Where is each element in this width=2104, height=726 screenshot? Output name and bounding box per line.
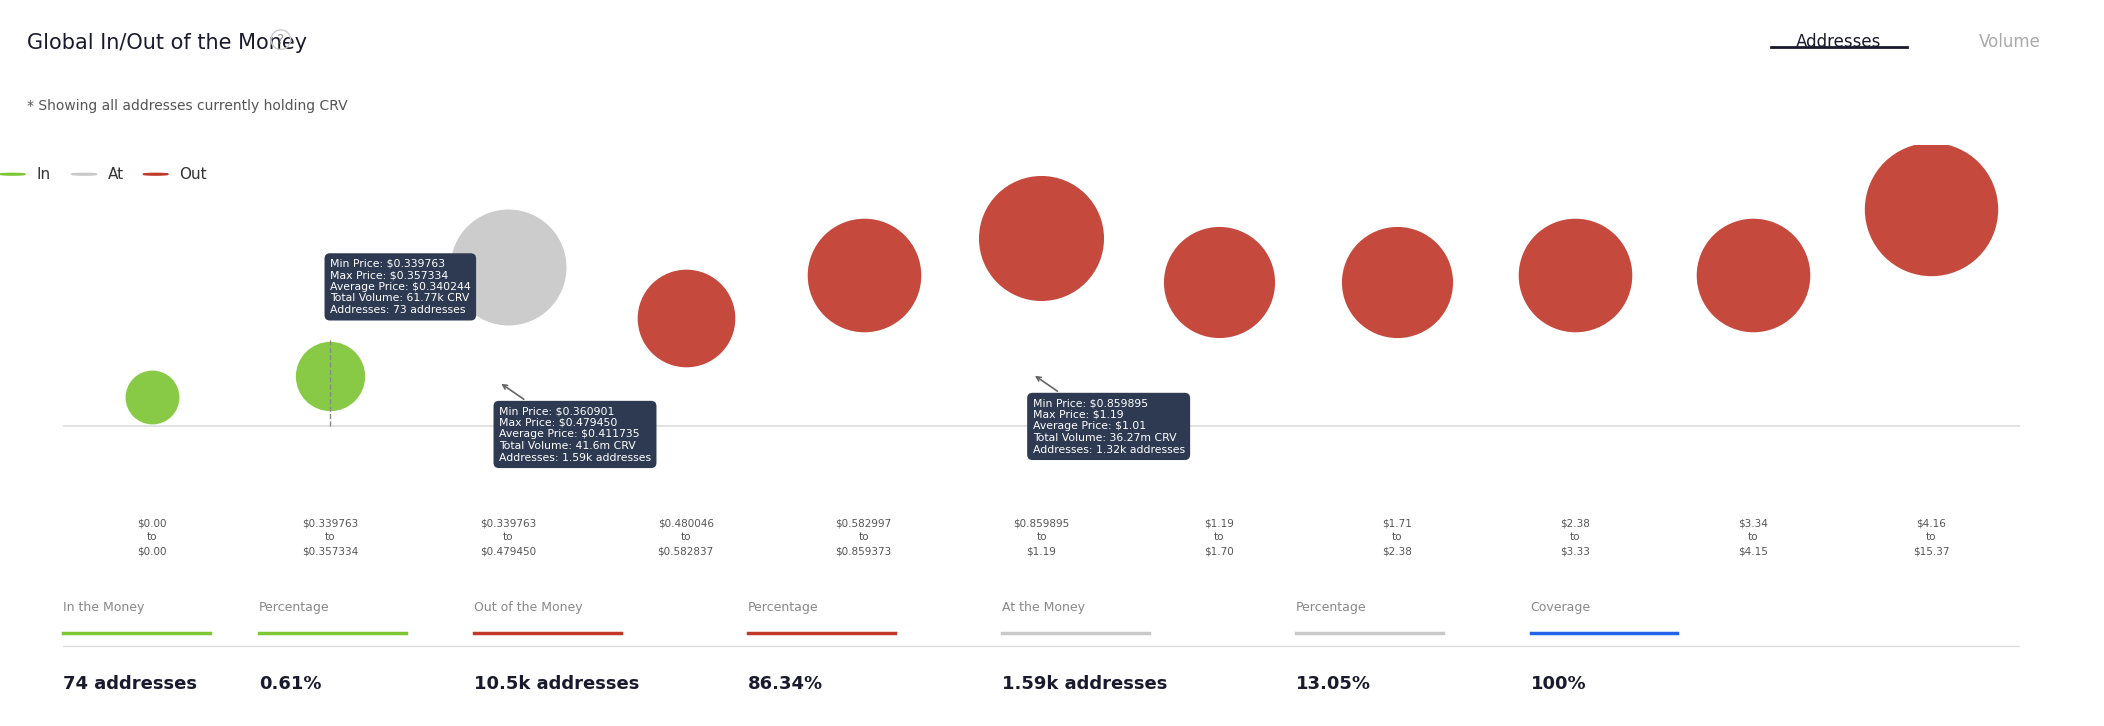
Text: $0.582997
to
$0.859373: $0.582997 to $0.859373 bbox=[835, 518, 892, 556]
Text: 1.59k addresses: 1.59k addresses bbox=[1002, 675, 1168, 693]
Text: $1.71
to
$2.38: $1.71 to $2.38 bbox=[1382, 518, 1412, 556]
Point bbox=[490, 261, 524, 273]
Text: Percentage: Percentage bbox=[749, 601, 818, 614]
Text: At: At bbox=[107, 167, 124, 182]
Text: 10.5k addresses: 10.5k addresses bbox=[473, 675, 640, 693]
Text: 100%: 100% bbox=[1532, 675, 1586, 693]
Text: ?: ? bbox=[278, 33, 284, 46]
Text: Addresses: Addresses bbox=[1797, 33, 1881, 51]
Text: $0.339763
to
$0.357334: $0.339763 to $0.357334 bbox=[301, 518, 358, 556]
Point bbox=[313, 370, 347, 382]
Text: Min Price: $0.339763
Max Price: $0.357334
Average Price: $0.340244
Total Volume:: Min Price: $0.339763 Max Price: $0.35733… bbox=[330, 258, 471, 315]
Text: 0.61%: 0.61% bbox=[259, 675, 322, 693]
Point bbox=[1380, 276, 1414, 287]
Text: Min Price: $0.859895
Max Price: $1.19
Average Price: $1.01
Total Volume: 36.27m : Min Price: $0.859895 Max Price: $1.19 Av… bbox=[1033, 377, 1185, 454]
Point bbox=[1559, 269, 1593, 280]
Text: In the Money: In the Money bbox=[63, 601, 145, 614]
Text: Percentage: Percentage bbox=[259, 601, 330, 614]
Text: 74 addresses: 74 addresses bbox=[63, 675, 198, 693]
Text: Min Price: $0.360901
Max Price: $0.479450
Average Price: $0.411735
Total Volume:: Min Price: $0.360901 Max Price: $0.47945… bbox=[499, 385, 650, 462]
Text: 86.34%: 86.34% bbox=[749, 675, 823, 693]
Text: $4.16
to
$15.37: $4.16 to $15.37 bbox=[1913, 518, 1948, 556]
Point bbox=[1025, 232, 1058, 244]
Text: $1.19
to
$1.70: $1.19 to $1.70 bbox=[1203, 518, 1235, 556]
Text: 13.05%: 13.05% bbox=[1296, 675, 1372, 693]
Point bbox=[846, 269, 879, 280]
Text: At the Money: At the Money bbox=[1002, 601, 1086, 614]
Text: * Showing all addresses currently holding CRV: * Showing all addresses currently holdin… bbox=[27, 99, 347, 113]
Circle shape bbox=[143, 174, 168, 175]
Text: $2.38
to
$3.33: $2.38 to $3.33 bbox=[1561, 518, 1591, 556]
Text: $0.480046
to
$0.582837: $0.480046 to $0.582837 bbox=[659, 518, 713, 556]
Text: Percentage: Percentage bbox=[1296, 601, 1365, 614]
Circle shape bbox=[0, 174, 25, 175]
Text: $3.34
to
$4.15: $3.34 to $4.15 bbox=[1738, 518, 1767, 556]
Text: Global In/Out of the Money: Global In/Out of the Money bbox=[27, 33, 307, 53]
Point bbox=[669, 312, 703, 324]
Text: In: In bbox=[36, 167, 50, 182]
Point bbox=[135, 391, 168, 403]
Text: Out of the Money: Out of the Money bbox=[473, 601, 583, 614]
Text: $0.339763
to
$0.479450: $0.339763 to $0.479450 bbox=[480, 518, 537, 556]
Text: Out: Out bbox=[179, 167, 206, 182]
Circle shape bbox=[72, 174, 97, 175]
Text: Volume: Volume bbox=[1978, 33, 2041, 51]
Text: $0.859895
to
$1.19: $0.859895 to $1.19 bbox=[1014, 518, 1069, 556]
Point bbox=[1203, 276, 1237, 287]
Point bbox=[1915, 204, 1948, 216]
Point bbox=[1736, 269, 1769, 280]
Text: $0.00
to
$0.00: $0.00 to $0.00 bbox=[137, 518, 166, 556]
Text: Coverage: Coverage bbox=[1532, 601, 1591, 614]
